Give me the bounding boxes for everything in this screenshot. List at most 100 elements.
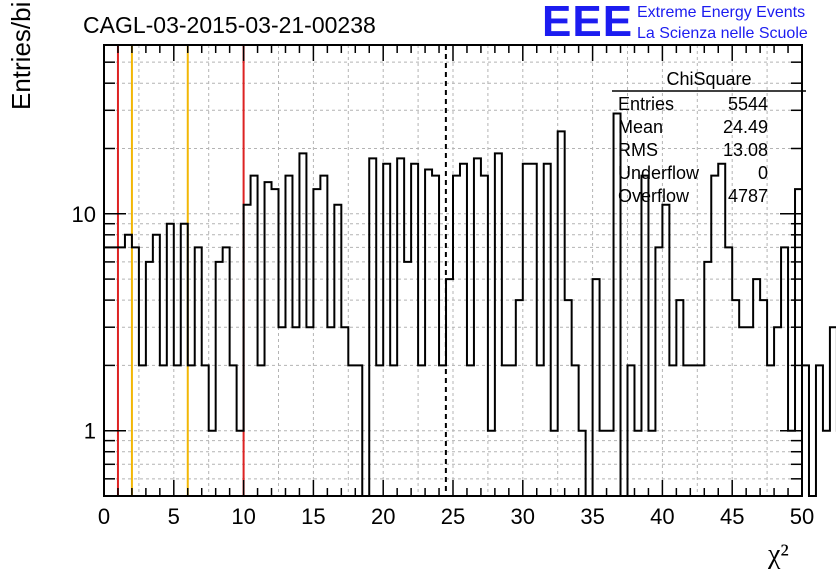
histogram-bin xyxy=(425,170,432,496)
histogram-bin xyxy=(160,365,167,496)
histogram-bin xyxy=(830,327,836,496)
stats-row-label: Mean xyxy=(618,117,663,137)
eee-logo: EEE xyxy=(542,0,634,46)
histogram-bin xyxy=(600,431,607,496)
histogram-bin xyxy=(279,327,286,496)
x-tick-label: 40 xyxy=(650,504,674,529)
x-tick-label: 15 xyxy=(301,504,325,529)
histogram-bin xyxy=(697,365,704,496)
stats-row-value: 5544 xyxy=(728,94,768,114)
stats-row-value: 4787 xyxy=(728,186,768,206)
histogram-bin xyxy=(111,247,118,496)
histogram-bin xyxy=(216,262,223,496)
histogram-bin xyxy=(118,247,125,496)
histogram-bin xyxy=(348,365,355,496)
x-tick-label: 25 xyxy=(441,504,465,529)
histogram-bin xyxy=(195,247,202,496)
histogram-bin xyxy=(376,365,383,496)
histogram-bin xyxy=(397,158,404,496)
histogram-bin xyxy=(453,176,460,496)
histogram-bin xyxy=(641,176,648,496)
histogram-bin xyxy=(823,431,830,496)
histogram-bin xyxy=(502,365,509,496)
histogram-bin xyxy=(516,300,523,496)
stats-row-value: 13.08 xyxy=(723,140,768,160)
histogram-bin xyxy=(802,365,809,496)
histogram-bin xyxy=(816,365,823,496)
histogram-bin xyxy=(488,431,495,496)
histogram-bin xyxy=(593,279,600,496)
histogram-step-line xyxy=(104,112,836,497)
histogram-bin xyxy=(181,224,188,496)
histogram-bin xyxy=(669,365,676,496)
histogram-bin xyxy=(327,327,334,496)
histogram-bin xyxy=(655,247,662,496)
stats-row-value: 24.49 xyxy=(723,117,768,137)
histogram-bin xyxy=(683,365,690,496)
histogram-bin xyxy=(579,431,586,496)
histogram-bin xyxy=(341,327,348,496)
histogram-bin xyxy=(104,247,111,496)
logo-line-2: La Scienza nelle Scuole xyxy=(637,25,808,42)
histogram-bin xyxy=(244,205,251,496)
stats-row-label: Entries xyxy=(618,94,674,114)
histogram-bin xyxy=(292,327,299,496)
histogram-bin xyxy=(704,262,711,496)
histogram-bin xyxy=(237,431,244,496)
histogram-bin xyxy=(662,205,669,496)
histogram-bin xyxy=(432,176,439,496)
histogram-bin xyxy=(188,365,195,496)
run-title: CAGL-03-2015-03-21-00238 xyxy=(83,12,376,38)
histogram-bin xyxy=(753,279,760,496)
histogram-bin xyxy=(718,164,725,496)
histogram-bin xyxy=(313,189,320,496)
histogram-bin xyxy=(732,300,739,496)
histogram-bin xyxy=(523,164,530,496)
histogram-bin xyxy=(230,365,237,496)
histogram-bin xyxy=(767,365,774,496)
histogram-bin xyxy=(558,131,565,496)
histogram-bin xyxy=(411,164,418,496)
histogram-bin xyxy=(272,189,279,496)
histogram-bin xyxy=(306,327,313,496)
x-tick-label: 5 xyxy=(168,504,180,529)
histogram-bin xyxy=(725,247,732,496)
histogram-bin xyxy=(446,279,453,496)
histogram-bin xyxy=(153,235,160,496)
histogram-bin xyxy=(467,365,474,496)
histogram-bin xyxy=(258,365,265,496)
x-tick-label: 45 xyxy=(720,504,744,529)
histogram-bin xyxy=(509,365,516,496)
histogram-bin xyxy=(285,176,292,496)
histogram-bin xyxy=(565,300,572,496)
histogram-bin xyxy=(390,365,397,496)
histogram-bin xyxy=(125,235,132,496)
histogram-bin xyxy=(495,153,502,496)
histogram-bin xyxy=(648,431,655,496)
histogram-bin xyxy=(369,158,376,496)
histogram-bin xyxy=(481,176,488,496)
histogram-bin xyxy=(530,164,537,496)
histogram-bin xyxy=(634,431,641,496)
histogram-bin xyxy=(209,431,216,496)
histogram-bin xyxy=(355,365,362,496)
stats-row-label: RMS xyxy=(618,140,658,160)
histogram-bin xyxy=(460,164,467,496)
histogram-bin xyxy=(223,247,230,496)
x-tick-label: 50 xyxy=(790,504,814,529)
stats-row-label: Underflow xyxy=(618,163,700,183)
stats-row-value: 0 xyxy=(758,163,768,183)
y-axis-label: Entries/bin xyxy=(6,0,36,110)
histogram-bin xyxy=(174,365,181,496)
histogram-bin xyxy=(265,182,272,496)
histogram-bin xyxy=(439,365,446,496)
histogram-bin xyxy=(383,164,390,496)
histogram-bin xyxy=(607,431,614,496)
y-tick-label: 1 xyxy=(84,419,96,444)
x-tick-label: 35 xyxy=(580,504,604,529)
histogram-bin xyxy=(781,247,788,496)
histogram-bin xyxy=(551,431,558,496)
histogram-bin xyxy=(139,365,146,496)
